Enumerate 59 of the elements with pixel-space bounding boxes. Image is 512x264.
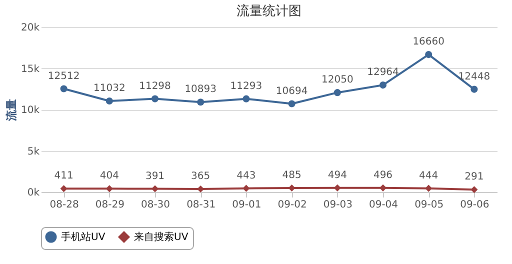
data-label: 16660 bbox=[412, 36, 445, 48]
point bbox=[470, 86, 478, 93]
point bbox=[470, 186, 478, 194]
legend-label: 来自搜索UV bbox=[134, 231, 188, 243]
point bbox=[242, 184, 250, 192]
point bbox=[288, 100, 296, 108]
data-label: 11298 bbox=[139, 80, 171, 92]
data-label: 11032 bbox=[93, 82, 126, 94]
point bbox=[288, 184, 296, 192]
data-label: 291 bbox=[464, 172, 484, 183]
point bbox=[425, 51, 432, 58]
x-tick-label: 09-02 bbox=[278, 200, 307, 210]
point bbox=[60, 85, 68, 92]
point bbox=[379, 184, 387, 192]
point bbox=[106, 185, 113, 192]
x-tick-label: 08-28 bbox=[50, 200, 79, 210]
data-label: 444 bbox=[419, 170, 438, 182]
data-label: 12050 bbox=[321, 74, 354, 86]
data-label: 496 bbox=[373, 170, 393, 181]
y-tick-label: 10k bbox=[20, 105, 40, 116]
y-tick-label: 15k bbox=[20, 64, 40, 75]
x-tick-label: 09-01 bbox=[232, 200, 262, 210]
x-tick-label: 09-06 bbox=[460, 200, 490, 210]
x-tick-label: 09-03 bbox=[323, 200, 352, 210]
x-tick-label: 09-04 bbox=[368, 200, 398, 210]
point bbox=[379, 82, 387, 89]
legend-label: 手机站UV bbox=[61, 231, 106, 243]
data-label: 365 bbox=[191, 170, 210, 182]
y-tick-label: 5k bbox=[27, 146, 40, 158]
data-label: 494 bbox=[328, 170, 347, 181]
point bbox=[334, 89, 341, 96]
point bbox=[151, 95, 159, 102]
data-label: 12964 bbox=[367, 67, 399, 78]
x-tick-label: 08-31 bbox=[186, 200, 216, 210]
data-label: 404 bbox=[100, 170, 119, 182]
chart-title: 流量统计图 bbox=[236, 3, 302, 19]
x-tick-label: 08-29 bbox=[95, 200, 124, 210]
data-label: 411 bbox=[54, 170, 74, 182]
x-tick-label: 09-05 bbox=[414, 200, 444, 210]
y-tick-label: 0k bbox=[27, 188, 40, 198]
point bbox=[242, 95, 250, 102]
data-label: 443 bbox=[236, 170, 256, 182]
point bbox=[151, 185, 159, 192]
data-label: 10893 bbox=[184, 84, 217, 96]
data-label: 11293 bbox=[230, 80, 262, 92]
point bbox=[197, 185, 204, 193]
data-label: 485 bbox=[282, 170, 302, 181]
x-tick-label: 08-30 bbox=[140, 200, 170, 210]
data-label: 391 bbox=[145, 170, 165, 182]
point bbox=[60, 185, 68, 192]
y-tick-label: 20k bbox=[20, 22, 40, 34]
y-axis-title: 流量 bbox=[4, 99, 18, 122]
data-label: 10694 bbox=[276, 86, 308, 97]
data-label: 12448 bbox=[458, 71, 490, 82]
point bbox=[425, 184, 432, 192]
point bbox=[106, 97, 113, 105]
point bbox=[197, 98, 204, 106]
point bbox=[334, 184, 341, 192]
data-label: 12512 bbox=[48, 70, 80, 82]
